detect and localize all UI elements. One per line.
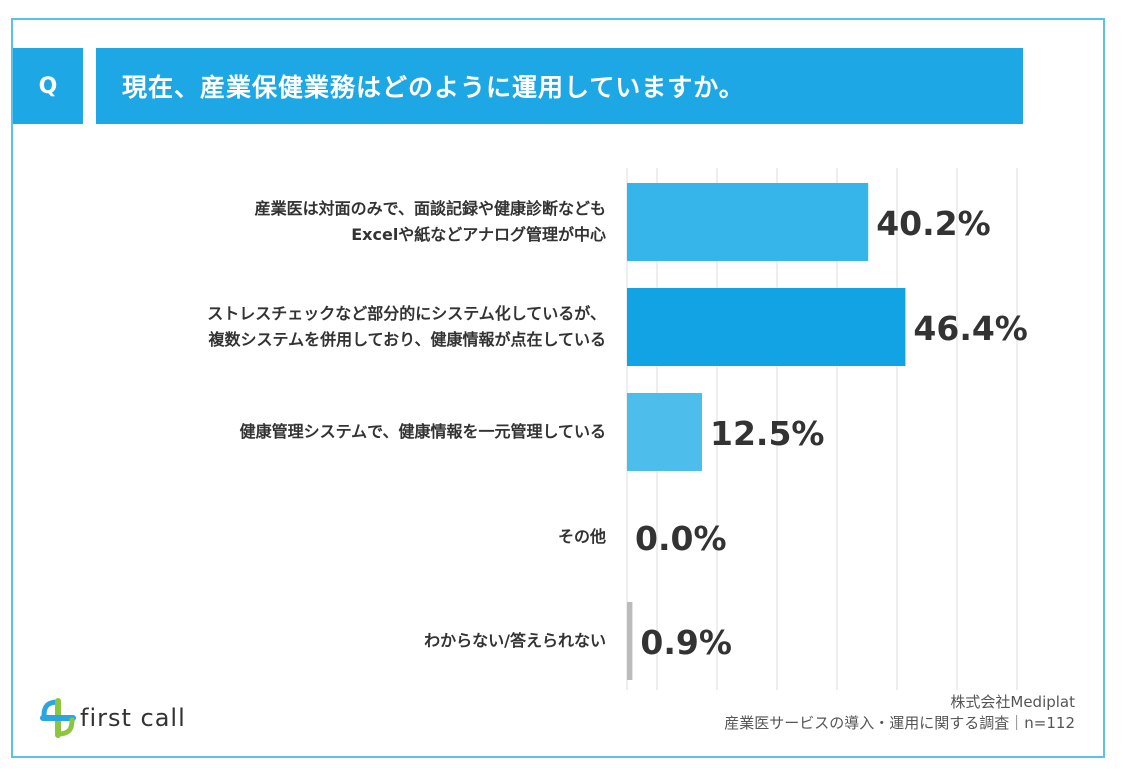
category-label-line: 産業医は対面のみで、面談記録や健康診断なども: [254, 199, 606, 218]
source-note: 株式会社Mediplat 産業医サービスの導入・運用に関する調査｜n=112: [724, 692, 1075, 734]
company-name: 株式会社Mediplat: [950, 693, 1075, 711]
category-label: ストレスチェックなど部分的にシステム化しているが、 複数システムを併用しており、健…: [86, 301, 606, 353]
value-label: 0.0%: [635, 519, 727, 558]
value-label: 0.9%: [640, 623, 732, 662]
bar: [627, 288, 906, 366]
category-label-line: 健康管理システムで、健康情報を一元管理している: [239, 422, 606, 441]
category-label-line: Excelや紙などアナログ管理が中心: [351, 225, 606, 244]
logo-text: first call: [80, 704, 186, 732]
category-label-line: 複数システムを併用しており、健康情報が点在している: [208, 330, 606, 349]
value-label: 40.2%: [876, 204, 991, 243]
category-label: 健康管理システムで、健康情報を一元管理している: [86, 419, 606, 445]
bar: [627, 602, 633, 680]
category-label: 産業医は対面のみで、面談記録や健康診断なども Excelや紙などアナログ管理が中心: [86, 196, 606, 248]
question-title: 現在、産業保健業務はどのように運用していますか。: [96, 48, 1023, 124]
category-label-line: わからない/答えられない: [424, 631, 606, 650]
bar: [627, 183, 869, 261]
question-marker: Q: [13, 48, 83, 124]
category-label-line: その他: [557, 527, 606, 546]
first-call-logo-icon: [40, 698, 76, 738]
value-label: 12.5%: [710, 414, 825, 453]
outer-frame: [11, 18, 1105, 758]
category-label-line: ストレスチェックなど部分的にシステム化しているが、: [207, 304, 606, 323]
value-label: 46.4%: [913, 309, 1028, 348]
bar: [627, 393, 702, 471]
survey-info: 産業医サービスの導入・運用に関する調査｜n=112: [724, 714, 1075, 732]
category-label: その他: [86, 524, 606, 550]
category-label: わからない/答えられない: [86, 628, 606, 654]
